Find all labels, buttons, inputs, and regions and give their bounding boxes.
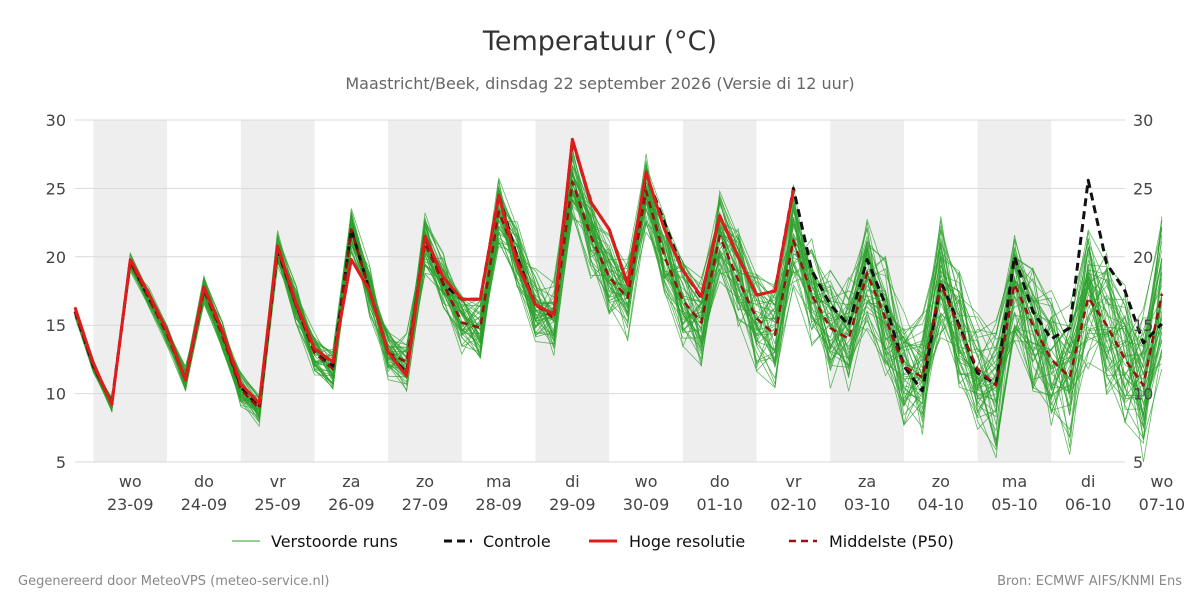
- ensemble-member-line: [74, 170, 1163, 416]
- x-tick-day: vr: [270, 472, 286, 491]
- legend: Verstoorde runs Controle Hoge resolutie …: [232, 532, 954, 551]
- x-tick-day: zo: [932, 472, 950, 491]
- y-tick-label-left: 5: [56, 453, 66, 472]
- y-tick-label-right: 25: [1133, 179, 1153, 198]
- x-tick-date: 29-09: [549, 495, 596, 514]
- x-tick-day: wo: [119, 472, 142, 491]
- legend-label-control: Controle: [483, 532, 551, 551]
- x-tick-date: 24-09: [181, 495, 228, 514]
- x-tick-day: do: [710, 472, 730, 491]
- day-band: [93, 120, 168, 462]
- chart-subtitle: Maastricht/Beek, dinsdag 22 september 20…: [345, 74, 854, 93]
- x-tick-day: ma: [1002, 472, 1027, 491]
- hires-line: [73, 137, 795, 406]
- y-tick-label-right: 15: [1133, 316, 1153, 335]
- y-tick-label-left: 15: [46, 316, 66, 335]
- x-tick-date: 05-10: [991, 495, 1038, 514]
- legend-label-median: Middelste (P50): [829, 532, 954, 551]
- x-tick-day: ma: [486, 472, 511, 491]
- x-tick-day: wo: [635, 472, 658, 491]
- x-tick-date: 02-10: [770, 495, 817, 514]
- ensemble-member-line: [74, 188, 1163, 414]
- x-tick-day: vr: [785, 472, 801, 491]
- x-tick-day: di: [565, 472, 580, 491]
- footer-generated-by: Gegenereerd door MeteoVPS (meteo-service…: [18, 574, 329, 589]
- main-series-lines: [73, 137, 1164, 410]
- x-tick-date: 01-10: [696, 495, 743, 514]
- x-tick-day: do: [194, 472, 214, 491]
- x-tick-date: 04-10: [918, 495, 965, 514]
- y-axis-left-ticks: 5 10 15 20 25 30: [46, 111, 66, 472]
- x-tick-date: 06-10: [1065, 495, 1112, 514]
- y-tick-label-right: 5: [1133, 453, 1143, 472]
- x-tick-date: 30-09: [623, 495, 670, 514]
- x-tick-day: di: [1081, 472, 1096, 491]
- x-tick-date: 26-09: [328, 495, 375, 514]
- chart-title: Temperatuur (°C): [482, 26, 717, 57]
- x-axis-ticks: wo 23-09 do 24-09 vr 25-09 za 26-09 zo 27-09 ma 28-…: [107, 472, 1185, 514]
- y-tick-label-right: 20: [1133, 248, 1153, 267]
- x-tick-day: za: [342, 472, 360, 491]
- footer-source: Bron: ECMWF AIFS/KNMI Ens: [997, 574, 1182, 589]
- x-tick-date: 28-09: [475, 495, 522, 514]
- x-tick-date: 03-10: [844, 495, 891, 514]
- y-tick-label-right: 30: [1133, 111, 1153, 130]
- legend-label-ensemble: Verstoorde runs: [271, 532, 398, 551]
- ensemble-member-line: [74, 173, 1163, 439]
- median-line: [73, 180, 1164, 410]
- y-tick-label-left: 30: [46, 111, 66, 130]
- y-tick-label-left: 20: [46, 248, 66, 267]
- x-tick-date: 25-09: [254, 495, 301, 514]
- y-axis-right-ticks: 5 10 15 20 25 30: [1133, 111, 1153, 472]
- x-tick-date: 23-09: [107, 495, 154, 514]
- x-tick-day: wo: [1150, 472, 1173, 491]
- y-tick-label-left: 10: [46, 385, 66, 404]
- y-tick-label-right: 10: [1133, 385, 1153, 404]
- legend-label-hires: Hoge resolutie: [629, 532, 745, 551]
- x-tick-date: 07-10: [1139, 495, 1186, 514]
- x-tick-date: 27-09: [402, 495, 449, 514]
- y-tick-label-left: 25: [46, 179, 66, 198]
- x-tick-day: zo: [416, 472, 434, 491]
- x-tick-day: za: [858, 472, 876, 491]
